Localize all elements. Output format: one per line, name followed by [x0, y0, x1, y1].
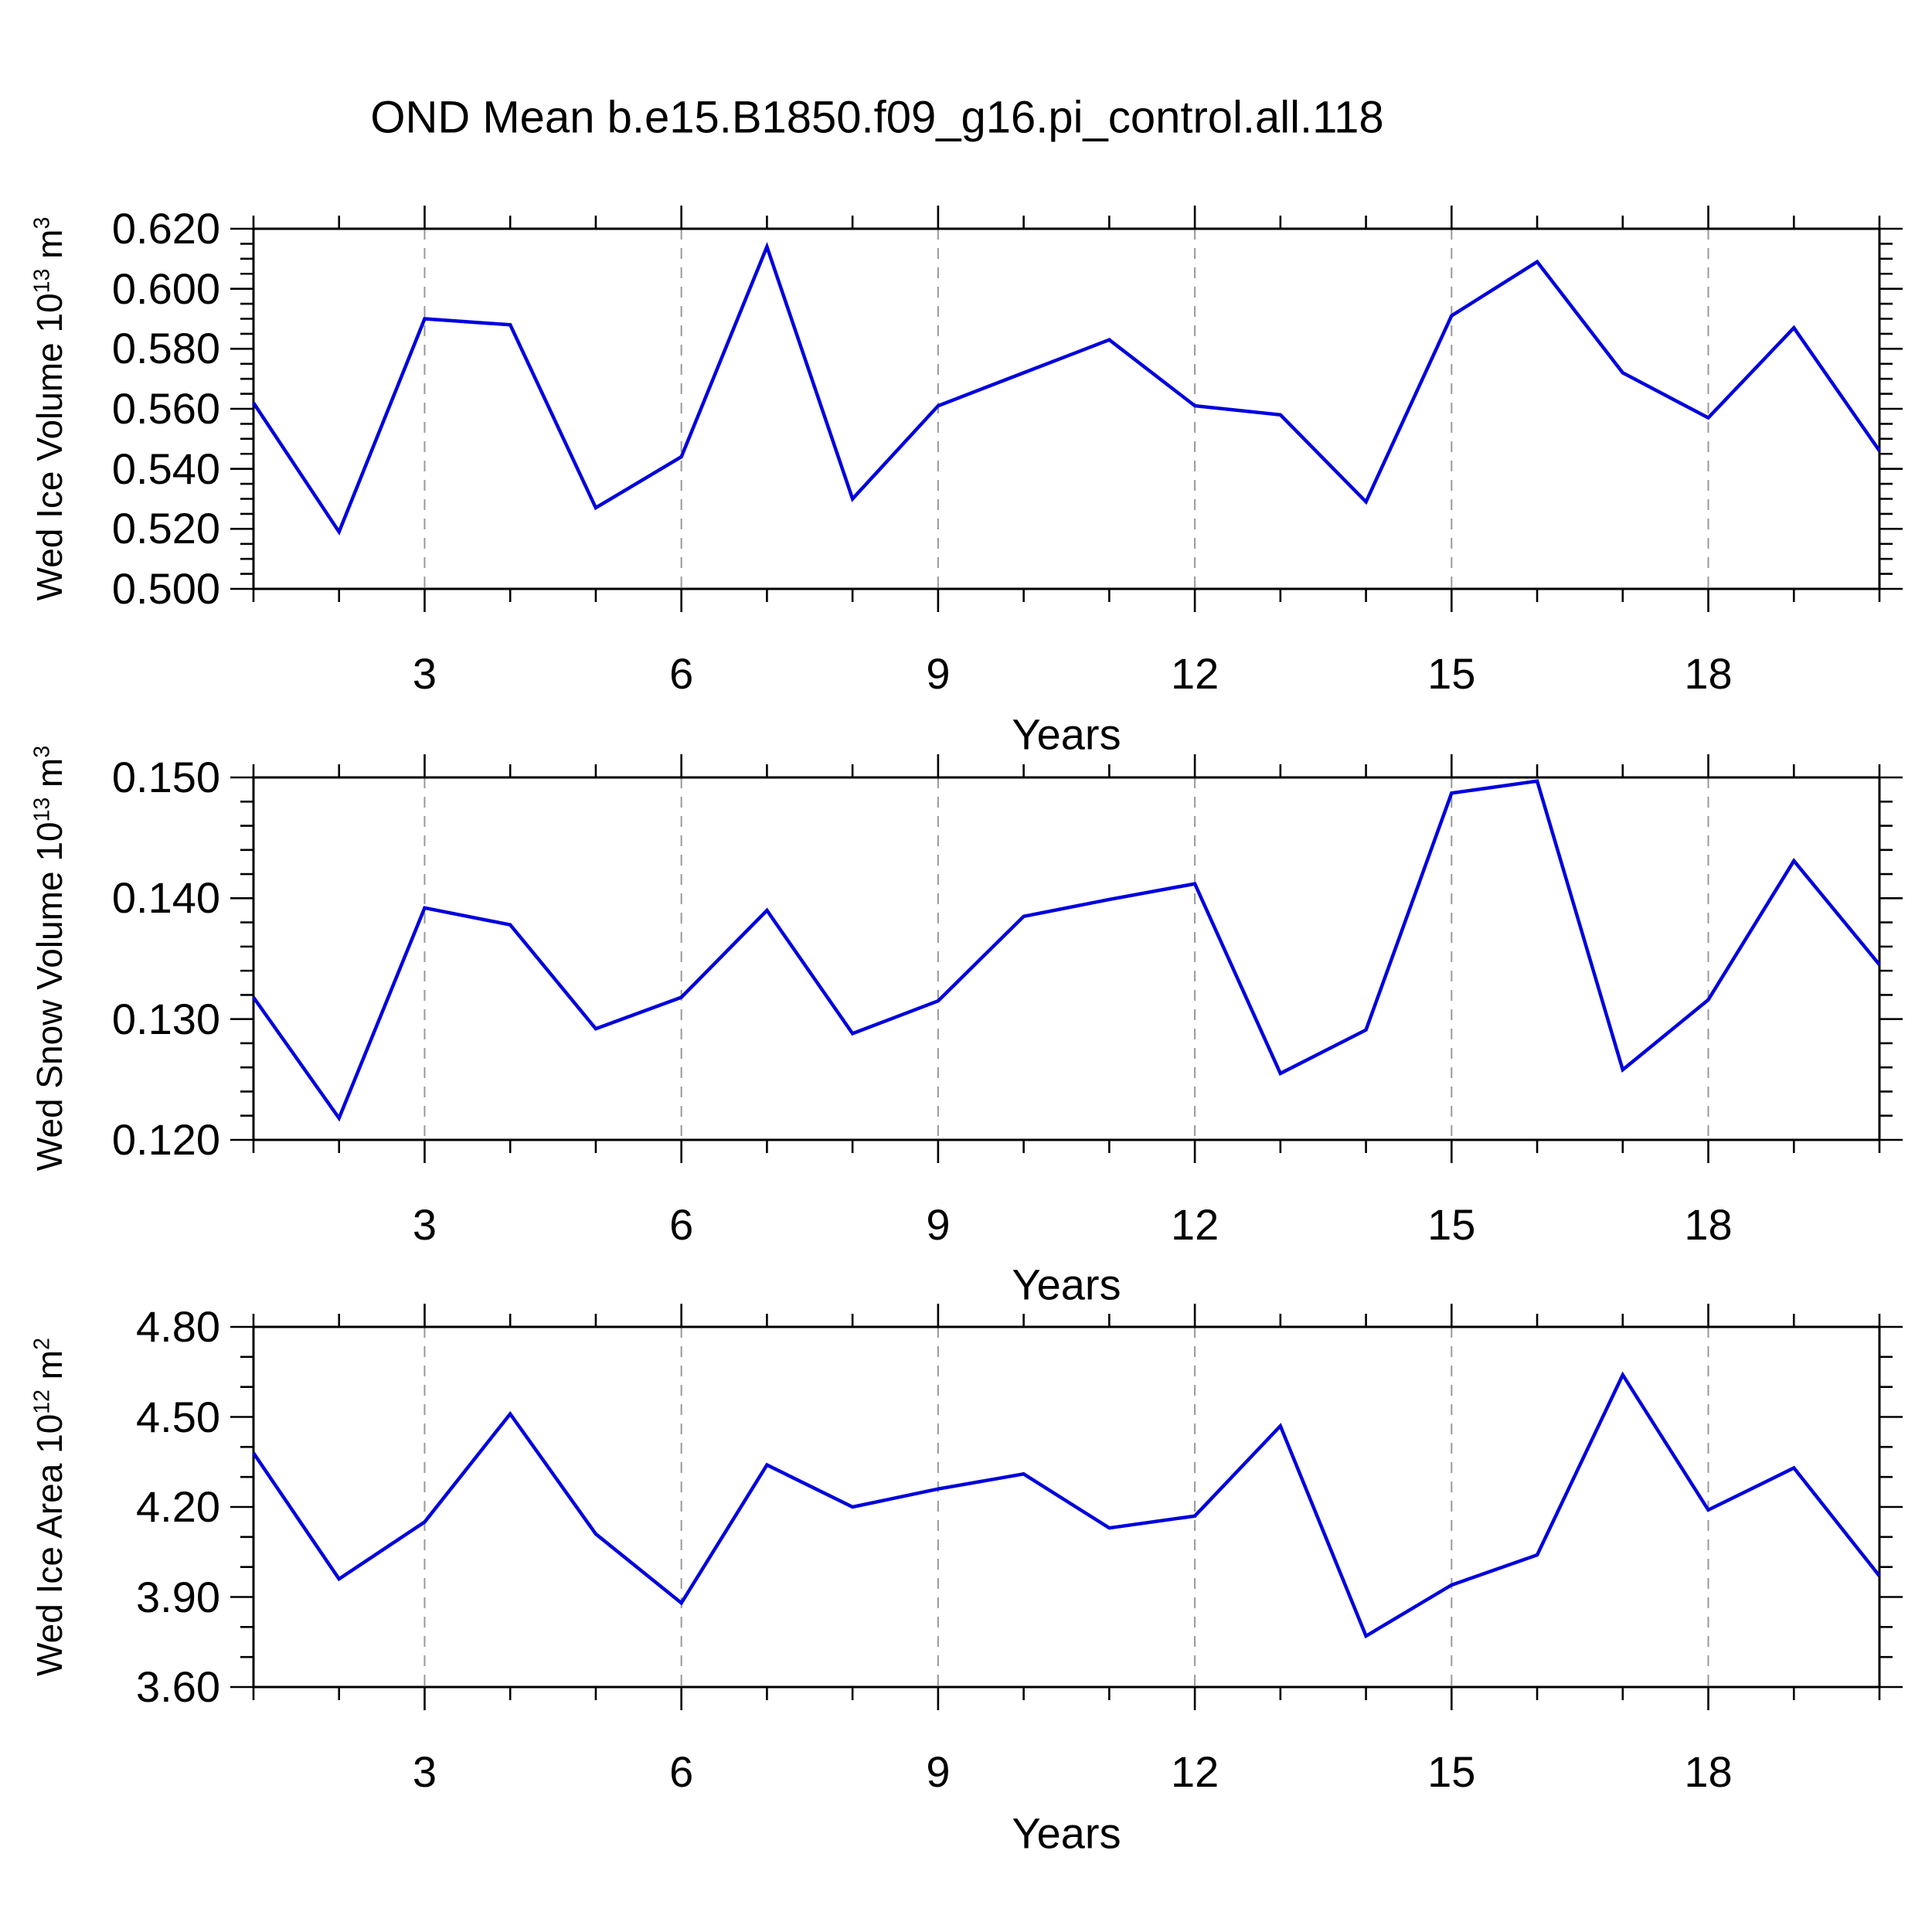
x-tick-label: 12	[1170, 1200, 1219, 1249]
x-tick-label: 3	[412, 649, 437, 698]
y-tick-label: 0.150	[111, 753, 220, 801]
y-tick-label: 0.600	[111, 264, 220, 313]
x-tick-label: 12	[1170, 1747, 1219, 1796]
y-tick-label: 4.20	[136, 1482, 220, 1531]
data-line-wed-ice-area	[252, 1371, 1881, 1639]
x-tick-label: 3	[412, 1747, 437, 1796]
x-tick-label: 9	[926, 1200, 951, 1249]
plot-frame	[252, 776, 1881, 1141]
y-tick-label: 0.540	[111, 444, 220, 493]
y-tick-label: 0.140	[111, 873, 220, 923]
y-tick-label: 0.130	[111, 994, 220, 1043]
x-axis-title-panel1: Years	[1012, 709, 1121, 759]
y-tick-label: 0.500	[111, 564, 220, 613]
x-axis-title-panel3: Years	[1012, 1808, 1121, 1858]
x-tick-label: 6	[669, 1747, 694, 1796]
y-tick-label: 0.580	[111, 324, 220, 373]
y-tick-label: 3.90	[136, 1572, 220, 1621]
x-tick-label: 6	[669, 1200, 694, 1249]
x-axis-title-panel2: Years	[1012, 1260, 1121, 1309]
data-line-wed-ice-volume	[252, 241, 1881, 536]
plot-frame	[252, 1325, 1881, 1689]
y-tick-label: 4.50	[136, 1392, 220, 1441]
x-tick-label: 15	[1427, 1200, 1476, 1249]
x-tick-label: 15	[1427, 1747, 1476, 1796]
plot-frame	[252, 227, 1881, 590]
y-tick-label: 4.80	[136, 1302, 220, 1351]
data-line-wed-snow-volume	[252, 779, 1881, 1122]
x-tick-label: 18	[1684, 649, 1733, 698]
x-tick-label: 6	[669, 649, 694, 698]
x-tick-label: 12	[1170, 649, 1219, 698]
x-tick-label: 9	[926, 649, 951, 698]
chart-title: OND Mean b.e15.B1850.f09_g16.pi_control.…	[370, 92, 1384, 143]
x-tick-label: 18	[1684, 1747, 1733, 1796]
y-tick-label: 0.560	[111, 384, 220, 433]
x-tick-label: 3	[412, 1200, 437, 1249]
y-tick-label: 3.60	[136, 1662, 220, 1711]
x-tick-label: 15	[1427, 649, 1476, 698]
y-tick-label: 0.120	[111, 1115, 220, 1164]
x-tick-label: 9	[926, 1747, 951, 1796]
x-tick-label: 18	[1684, 1200, 1733, 1249]
y-tick-label: 0.620	[111, 204, 220, 253]
y-tick-label: 0.520	[111, 504, 220, 553]
